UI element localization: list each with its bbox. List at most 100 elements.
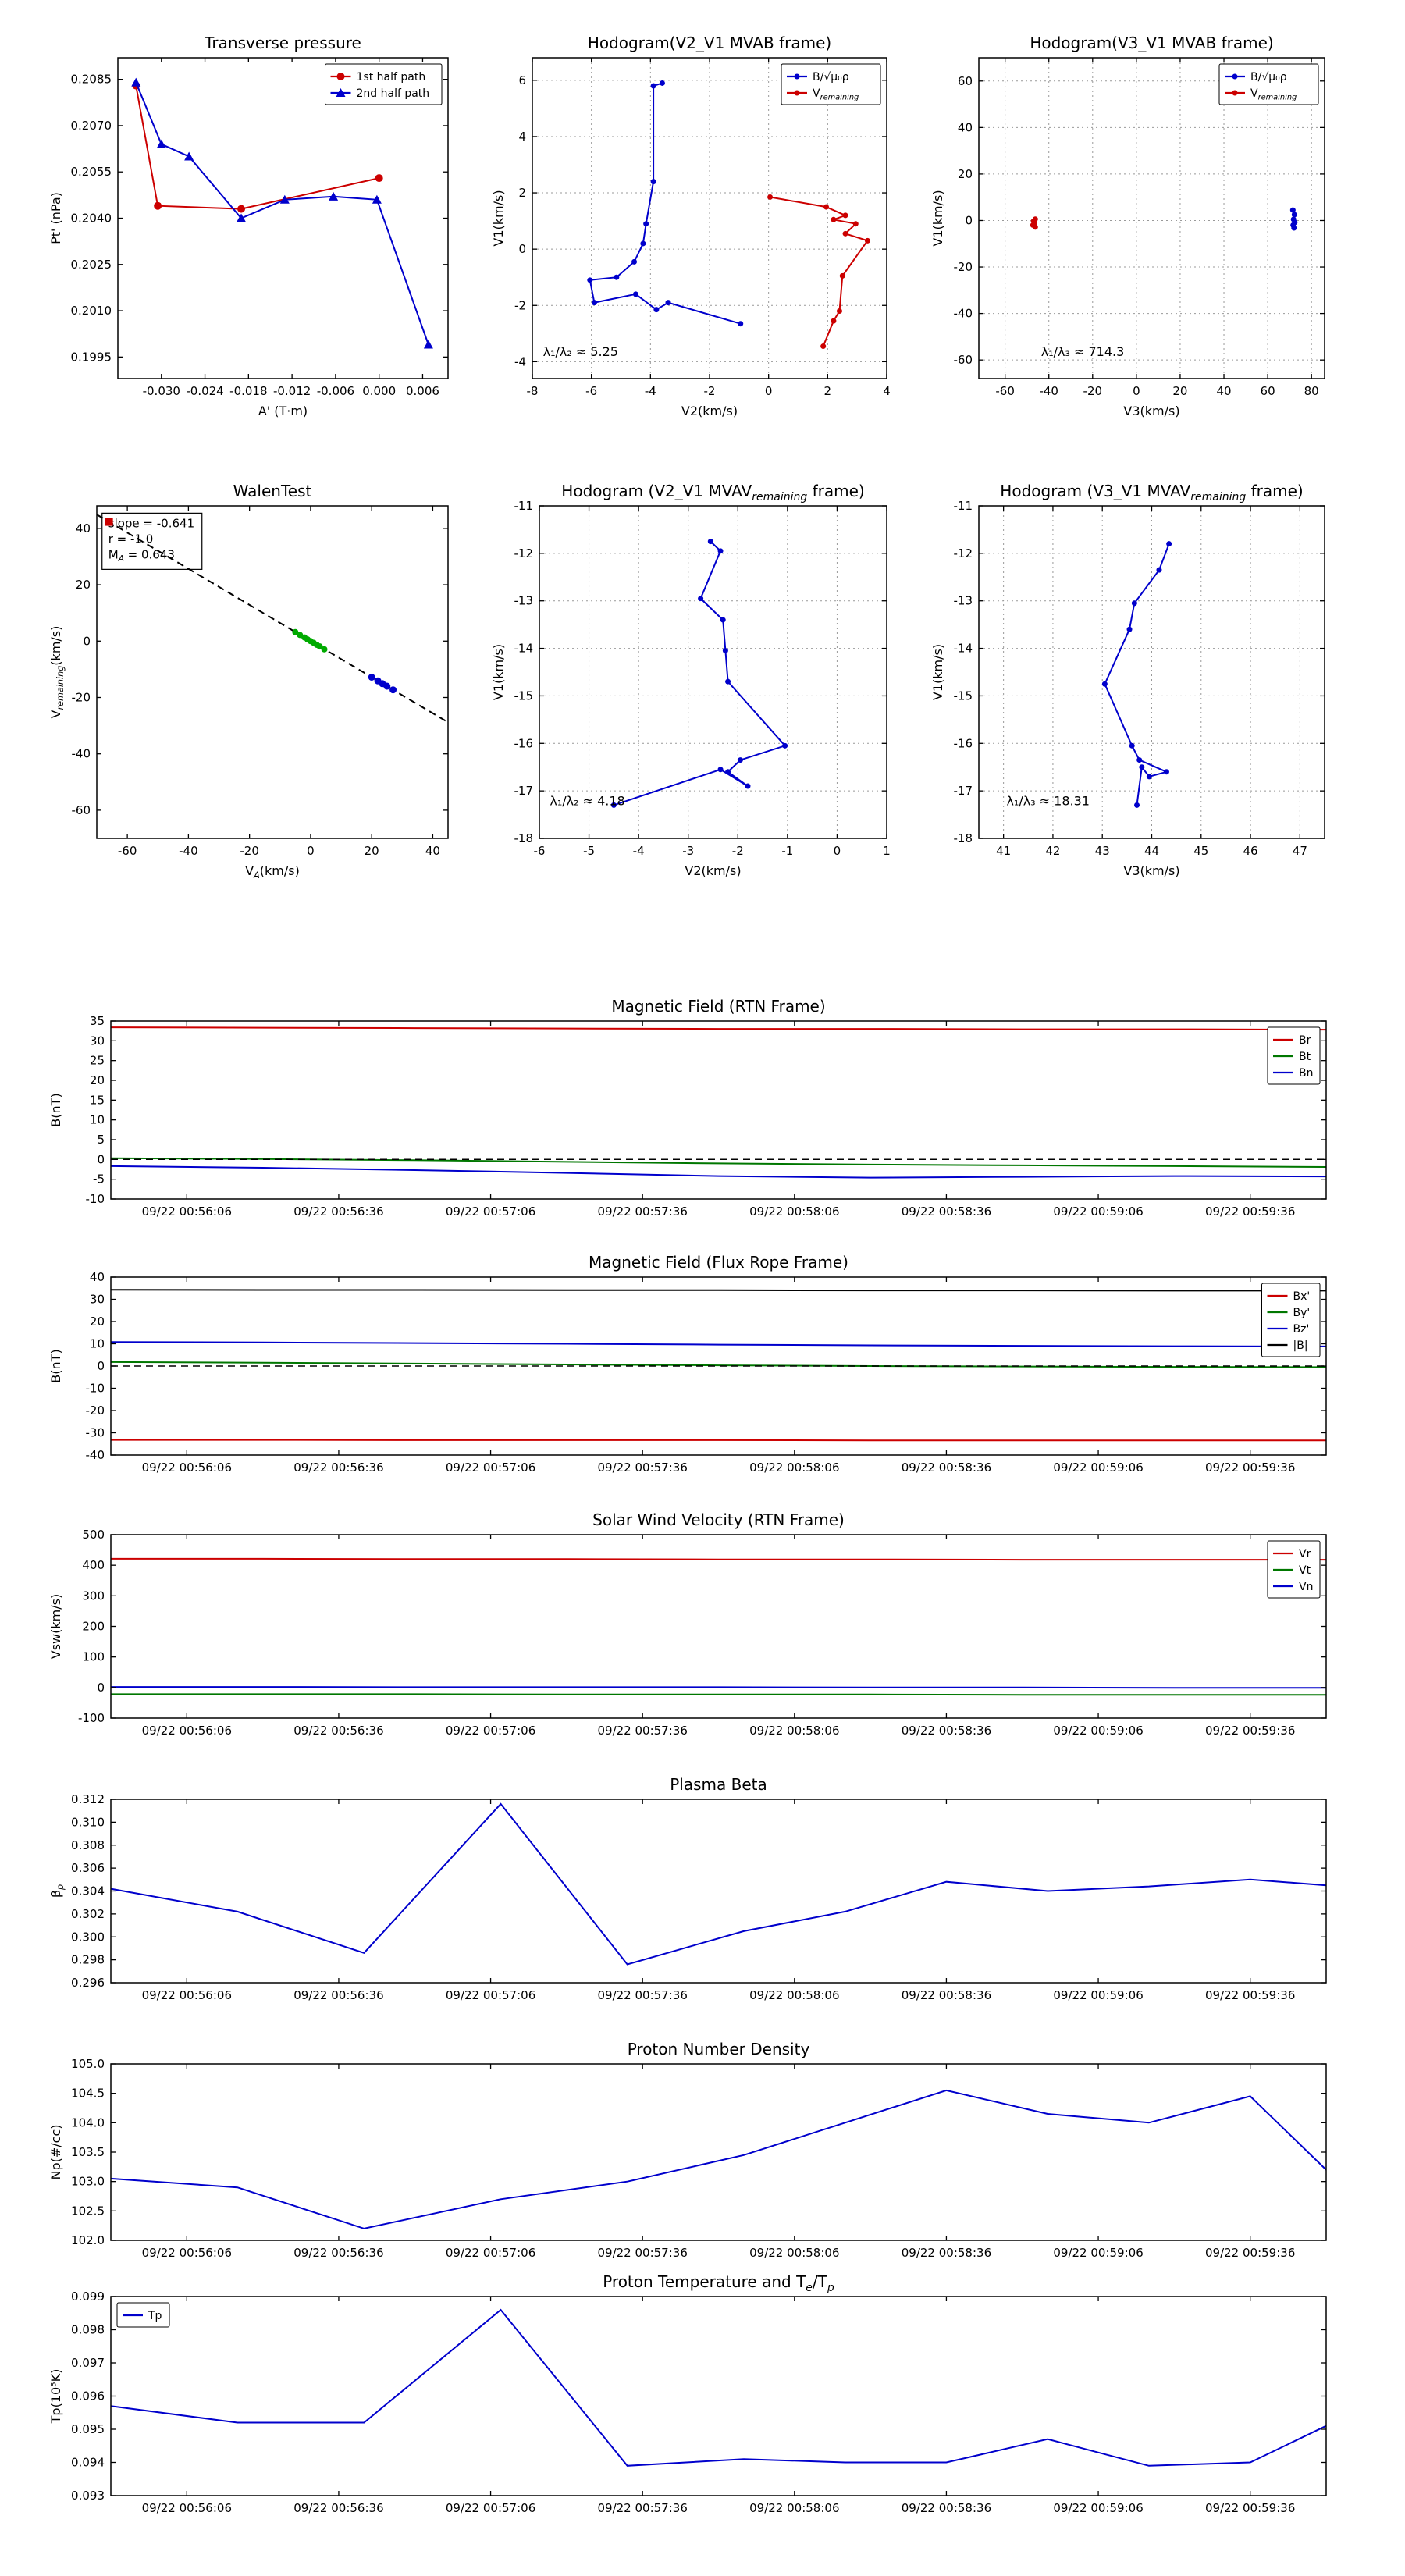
svg-text:r = -1.0: r = -1.0 <box>108 532 154 546</box>
svg-text:0.2085: 0.2085 <box>71 73 112 87</box>
svg-text:46: 46 <box>1243 844 1258 858</box>
svg-text:-60: -60 <box>72 803 91 817</box>
chart-solar-wind-velocity: 09/22 00:56:06 09/22 00:56:36 09/22 00:57:… <box>43 1507 1339 1746</box>
svg-text:-6: -6 <box>585 384 597 398</box>
svg-text:1: 1 <box>883 844 891 858</box>
svg-text:09/22 00:57:06: 09/22 00:57:06 <box>446 2246 535 2260</box>
chart-hodogram-v3v1-mvab: -60 -40 -20 0 20 40 60 80 -60 -40 -20 0 20 40 60 Hodogr… <box>925 30 1337 424</box>
svg-text:-1: -1 <box>781 844 793 858</box>
svg-text:09/22 00:56:36: 09/22 00:56:36 <box>293 2501 383 2515</box>
svg-text:λ₁/λ₃ ≈ 714.3: λ₁/λ₃ ≈ 714.3 <box>1041 344 1125 359</box>
svg-text:09/22 00:56:36: 09/22 00:56:36 <box>293 1461 383 1475</box>
svg-text:WalenTest: WalenTest <box>233 482 312 500</box>
svg-text:60: 60 <box>1261 384 1275 398</box>
chart-walen-test: slope = -0.641 r = -1.0 MA = 0.643 -60 -40 -2… <box>43 478 461 884</box>
svg-text:47: 47 <box>1293 844 1307 858</box>
svg-text:-60: -60 <box>118 844 137 858</box>
svg-text:-14: -14 <box>954 642 973 656</box>
svg-text:-20: -20 <box>72 690 91 704</box>
svg-text:-5: -5 <box>583 844 595 858</box>
svg-text:-2: -2 <box>704 384 716 398</box>
svg-text:Vsw(km/s): Vsw(km/s) <box>48 1594 63 1659</box>
svg-text:2nd half path: 2nd half path <box>357 87 430 100</box>
svg-text:Hodogram (V2_V1 MVAVremaining: Hodogram (V2_V1 MVAVremaining frame) <box>561 482 864 503</box>
svg-text:0.2055: 0.2055 <box>71 165 112 179</box>
svg-text:0.2040: 0.2040 <box>71 212 112 226</box>
svg-text:Vremaining: Vremaining <box>1250 87 1297 102</box>
svg-text:-0.018: -0.018 <box>229 384 267 398</box>
svg-text:-16: -16 <box>954 736 973 750</box>
svg-text:-11: -11 <box>954 499 973 513</box>
svg-text:09/22 00:56:06: 09/22 00:56:06 <box>142 1988 232 2002</box>
svg-text:4: 4 <box>883 384 891 398</box>
svg-text:-18: -18 <box>514 831 534 845</box>
svg-text:-40: -40 <box>179 844 198 858</box>
svg-text:6: 6 <box>518 73 526 87</box>
svg-text:B/√μ₀ρ: B/√μ₀ρ <box>813 71 849 84</box>
svg-text:-4: -4 <box>514 354 526 368</box>
svg-text:09/22 00:59:06: 09/22 00:59:06 <box>1053 1461 1143 1475</box>
svg-text:09/22 00:56:06: 09/22 00:56:06 <box>142 1204 232 1219</box>
svg-text:-0.024: -0.024 <box>186 384 223 398</box>
svg-text:-17: -17 <box>514 784 534 798</box>
svg-text:40: 40 <box>90 1270 105 1284</box>
svg-text:09/22 00:58:36: 09/22 00:58:36 <box>902 1204 991 1219</box>
svg-text:V2(km/s): V2(km/s) <box>681 404 738 418</box>
svg-text:09/22 00:58:36: 09/22 00:58:36 <box>902 1988 991 2002</box>
svg-text:09/22 00:59:36: 09/22 00:59:36 <box>1205 1461 1295 1475</box>
svg-text:-2: -2 <box>732 844 744 858</box>
svg-text:0.308: 0.308 <box>71 1838 105 1852</box>
svg-text:400: 400 <box>82 1558 105 1572</box>
svg-text:09/22 00:58:06: 09/22 00:58:06 <box>749 2246 839 2260</box>
svg-text:-2: -2 <box>514 298 526 312</box>
svg-text:105.0: 105.0 <box>71 2057 105 2071</box>
svg-text:1st half path: 1st half path <box>357 71 426 84</box>
svg-text:0.006: 0.006 <box>406 384 439 398</box>
svg-text:20: 20 <box>1172 384 1187 398</box>
svg-text:0.312: 0.312 <box>71 1792 105 1806</box>
svg-text:Vremaining: Vremaining <box>813 87 859 102</box>
svg-text:VA(km/s): VA(km/s) <box>245 863 300 881</box>
svg-text:44: 44 <box>1144 844 1159 858</box>
svg-text:-3: -3 <box>682 844 694 858</box>
svg-text:09/22 00:58:36: 09/22 00:58:36 <box>902 2501 991 2515</box>
svg-text:-60: -60 <box>954 353 973 367</box>
svg-text:09/22 00:57:06: 09/22 00:57:06 <box>446 1988 535 2002</box>
svg-text:-18: -18 <box>954 831 973 845</box>
svg-text:-11: -11 <box>514 499 534 513</box>
svg-text:09/22 00:57:36: 09/22 00:57:36 <box>598 1461 688 1475</box>
svg-text:-8: -8 <box>527 384 539 398</box>
svg-text:09/22 00:57:36: 09/22 00:57:36 <box>598 1204 688 1219</box>
chart-magnetic-field-rtn: 09/22 00:56:06 09/22 00:56:36 09/22 00:57:… <box>43 993 1339 1227</box>
svg-text:0.2025: 0.2025 <box>71 258 112 272</box>
svg-text:-12: -12 <box>954 546 973 560</box>
svg-text:V1(km/s): V1(km/s) <box>930 644 945 700</box>
svg-text:B/√μ₀ρ: B/√μ₀ρ <box>1250 71 1287 84</box>
svg-text:|B|: |B| <box>1293 1340 1308 1352</box>
svg-text:09/22 00:59:06: 09/22 00:59:06 <box>1053 1204 1143 1219</box>
svg-text:60: 60 <box>958 74 973 88</box>
svg-text:Vt: Vt <box>1299 1564 1311 1577</box>
svg-text:Bn: Bn <box>1299 1067 1313 1080</box>
svg-text:Vr: Vr <box>1299 1548 1311 1560</box>
svg-text:0.096: 0.096 <box>71 2389 105 2403</box>
chart-proton-density: 09/22 00:56:06 09/22 00:56:36 09/22 00:57:… <box>43 2036 1339 2268</box>
svg-text:09/22 00:59:36: 09/22 00:59:36 <box>1205 2501 1295 2515</box>
svg-text:0.2070: 0.2070 <box>71 119 112 133</box>
svg-text:200: 200 <box>82 1620 105 1634</box>
svg-text:-13: -13 <box>514 594 534 608</box>
svg-text:-10: -10 <box>86 1382 105 1396</box>
svg-text:V3(km/s): V3(km/s) <box>1123 863 1179 878</box>
svg-text:-6: -6 <box>534 844 546 858</box>
svg-text:09/22 00:56:06: 09/22 00:56:06 <box>142 1461 232 1475</box>
svg-text:-40: -40 <box>86 1448 105 1462</box>
svg-text:Proton Number Density: Proton Number Density <box>628 2040 810 2058</box>
svg-text:0.296: 0.296 <box>71 1976 105 1990</box>
svg-text:09/22 00:57:36: 09/22 00:57:36 <box>598 2501 688 2515</box>
svg-text:V1(km/s): V1(km/s) <box>491 190 506 246</box>
svg-text:Transverse pressure: Transverse pressure <box>204 34 361 52</box>
svg-text:Bt: Bt <box>1299 1051 1311 1063</box>
svg-text:-10: -10 <box>86 1192 105 1206</box>
svg-text:09/22 00:58:36: 09/22 00:58:36 <box>902 1724 991 1738</box>
